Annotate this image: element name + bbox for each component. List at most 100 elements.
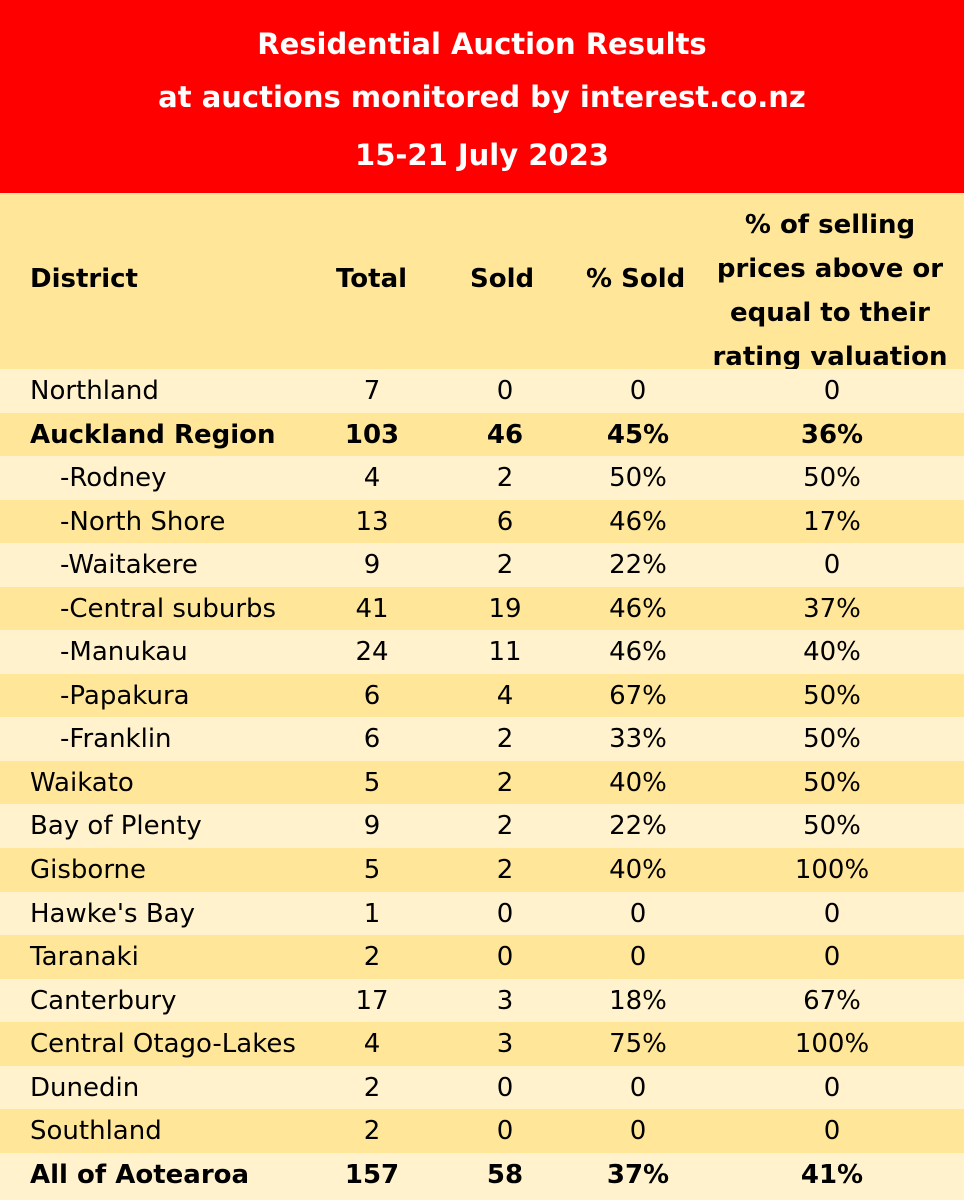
table-row: -Papakura 6 4 67% 50%	[0, 673, 964, 718]
cell-sold: 6	[496, 506, 514, 537]
cell-total: 7	[363, 376, 381, 406]
cell-sold: 2	[496, 855, 514, 886]
cell-district: -North Shore	[60, 506, 226, 537]
cell-sold: 0	[496, 376, 514, 406]
cell-total: 5	[363, 855, 381, 886]
table-row: Taranaki 2 0 0 0	[0, 935, 964, 979]
cell-total: 9	[363, 811, 381, 842]
cell-total: 13	[355, 506, 389, 537]
table-row: Auckland Region 103 46 45% 36%	[0, 412, 964, 457]
cell-rating-valuation: 50%	[803, 680, 861, 711]
cell-total: 6	[363, 724, 381, 755]
cell-sold: 2	[496, 767, 514, 798]
cell-pct-sold: 0	[629, 1116, 647, 1147]
cell-district: Auckland Region	[30, 419, 276, 450]
column-header-rv-line: prices above or	[716, 254, 944, 284]
cell-total: 41	[355, 593, 389, 624]
cell-rating-valuation: 0	[823, 376, 841, 406]
column-header-total: Total	[336, 264, 408, 294]
table-row: -Waitakere 9 2 22% 0	[0, 543, 964, 587]
table-title: Residential Auction Results	[257, 27, 707, 61]
cell-rating-valuation: 0	[823, 942, 841, 973]
column-header-row: District Total Sold % Sold % of selling …	[0, 193, 964, 372]
cell-total: 4	[363, 1029, 381, 1060]
cell-rating-valuation: 0	[823, 550, 841, 581]
cell-rating-valuation: 36%	[800, 419, 864, 450]
cell-district: -Franklin	[60, 724, 172, 755]
cell-total: 6	[363, 680, 381, 711]
cell-pct-sold: 40%	[609, 767, 667, 798]
table-row: Canterbury 17 3 18% 67%	[0, 978, 964, 1023]
cell-rating-valuation: 100%	[794, 855, 870, 886]
table-row: Gisborne 5 2 40% 100%	[0, 848, 964, 892]
cell-district: -Rodney	[60, 463, 167, 494]
cell-rating-valuation: 40%	[803, 637, 861, 668]
cell-sold: 2	[496, 463, 514, 494]
cell-pct-sold: 45%	[606, 419, 670, 450]
table-row: -North Shore 13 6 46% 17%	[0, 499, 964, 544]
cell-pct-sold: 0	[629, 942, 647, 973]
cell-sold: 2	[496, 724, 514, 755]
cell-district: All of Aotearoa	[30, 1159, 250, 1190]
cell-district: Waikato	[30, 767, 134, 798]
cell-pct-sold: 33%	[609, 724, 667, 755]
table-row: -Central suburbs 41 19 46% 37%	[0, 586, 964, 631]
table-row: Southland 2 0 0 0	[0, 1109, 964, 1153]
cell-total: 17	[355, 985, 389, 1016]
table-body: Northland 7 0 0 0 Auckland Region 103 46 45% 36% -…	[0, 369, 964, 1197]
table-row: Dunedin 2 0 0 0	[0, 1065, 964, 1110]
cell-sold: 4	[496, 680, 514, 711]
cell-sold: 2	[496, 550, 514, 581]
cell-total: 4	[363, 463, 381, 494]
cell-district: -Central suburbs	[60, 593, 277, 624]
cell-sold: 19	[488, 593, 522, 624]
cell-district: -Manukau	[60, 637, 188, 668]
cell-total: 157	[344, 1159, 400, 1190]
cell-district: Central Otago-Lakes	[30, 1029, 296, 1060]
table-date-range: 15-21 July 2023	[355, 138, 609, 172]
cell-total: 1	[363, 898, 381, 929]
cell-sold: 3	[496, 985, 514, 1016]
cell-district: Dunedin	[30, 1072, 140, 1103]
cell-district: -Papakura	[60, 680, 190, 711]
cell-sold: 0	[496, 1072, 514, 1103]
cell-district: Northland	[30, 376, 159, 406]
cell-pct-sold: 22%	[609, 811, 667, 842]
cell-rating-valuation: 50%	[803, 811, 861, 842]
cell-pct-sold: 22%	[609, 550, 667, 581]
table-row: -Franklin 6 2 33% 50%	[0, 717, 964, 761]
cell-sold: 11	[488, 637, 522, 668]
cell-district: Gisborne	[30, 855, 147, 886]
table-row: -Manukau 24 11 46% 40%	[0, 630, 964, 674]
column-header-rv-line: equal to their	[730, 298, 930, 328]
column-header-rv-line: rating valuation	[712, 342, 948, 372]
cell-total: 103	[344, 419, 400, 450]
cell-rating-valuation: 67%	[803, 985, 861, 1016]
cell-pct-sold: 46%	[609, 637, 667, 668]
column-header-rating-valuation: % of selling prices above or equal to th…	[700, 203, 960, 379]
cell-district: Hawke's Bay	[30, 898, 195, 929]
table-row: Bay of Plenty 9 2 22% 50%	[0, 804, 964, 849]
cell-rating-valuation: 50%	[803, 767, 861, 798]
cell-sold: 0	[496, 1116, 514, 1147]
cell-pct-sold: 75%	[609, 1029, 667, 1060]
cell-pct-sold: 0	[629, 898, 647, 929]
cell-total: 2	[363, 1072, 381, 1103]
cell-rating-valuation: 37%	[803, 593, 861, 624]
cell-pct-sold: 0	[629, 1072, 647, 1103]
cell-rating-valuation: 17%	[803, 506, 861, 537]
cell-district: Bay of Plenty	[30, 811, 202, 842]
cell-sold: 0	[496, 942, 514, 973]
column-header-sold: Sold	[470, 264, 535, 294]
table-header-banner: Residential Auction Results at auctions …	[0, 0, 964, 193]
table-row: Waikato 5 2 40% 50%	[0, 760, 964, 805]
table-row: All of Aotearoa 157 58 37% 41%	[0, 1152, 964, 1197]
cell-total: 9	[363, 550, 381, 581]
table-row: -Rodney 4 2 50% 50%	[0, 456, 964, 500]
column-header-district: District	[30, 264, 138, 294]
cell-total: 2	[363, 942, 381, 973]
cell-rating-valuation: 0	[823, 898, 841, 929]
cell-rating-valuation: 100%	[794, 1029, 870, 1060]
cell-pct-sold: 46%	[609, 593, 667, 624]
cell-pct-sold: 37%	[606, 1159, 670, 1190]
